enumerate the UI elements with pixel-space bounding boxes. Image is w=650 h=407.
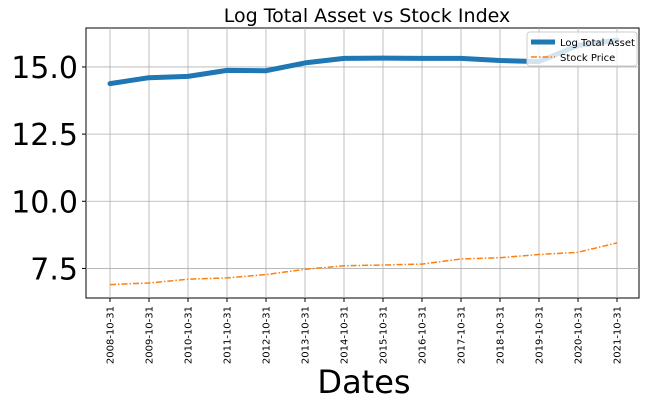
x-axis-label: Dates [317, 363, 410, 401]
x-tick-label: 2019-10-31 [535, 306, 546, 364]
legend: Log Total Asset Stock Price [526, 31, 638, 67]
y-tick-label: 10.0 [11, 185, 78, 220]
x-tick-label: 2014-10-31 [340, 306, 351, 364]
x-tick-label: 2018-10-31 [496, 306, 507, 364]
x-tick-label: 2020-10-31 [574, 306, 585, 364]
y-tick-label: 12.5 [11, 118, 78, 153]
legend-label-stock-price: Stock Price [560, 53, 615, 64]
x-tick-label: 2021-10-31 [613, 306, 624, 364]
grid [86, 28, 639, 298]
x-axis: 2008-10-31 2009-10-31 2010-10-31 2011-10-31… [106, 298, 624, 364]
x-tick-label: 2015-10-31 [379, 306, 390, 364]
x-tick-label: 2012-10-31 [262, 306, 273, 364]
plot-area [85, 27, 640, 299]
x-tick-label: 2008-10-31 [106, 306, 117, 364]
x-tick-label: 2016-10-31 [418, 306, 429, 364]
y-tick-label: 15.0 [11, 51, 78, 86]
series-line-stock-price [109, 242, 618, 286]
y-tick-label: 7.5 [30, 252, 78, 287]
x-tick-label: 2017-10-31 [457, 306, 468, 364]
legend-label-log-total-asset: Log Total Asset [560, 38, 635, 49]
x-tick-label: 2013-10-31 [301, 306, 312, 364]
x-tick-label: 2009-10-31 [145, 306, 156, 364]
x-tick-label: 2010-10-31 [184, 306, 195, 364]
x-tick-label: 2011-10-31 [223, 306, 234, 364]
chart-title: Log Total Asset vs Stock Index [224, 5, 510, 27]
y-axis: 7.5 10.0 12.5 15.0 [11, 51, 86, 287]
